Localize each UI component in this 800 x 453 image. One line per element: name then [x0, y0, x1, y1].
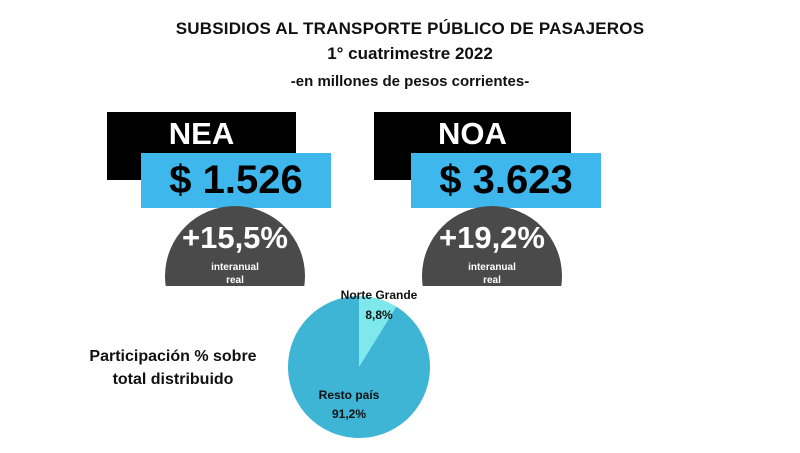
participation-label: Participación % sobre total distribuido	[89, 348, 257, 388]
pie-label-norte-grande: Norte Grande	[341, 288, 418, 302]
pie-label-resto-pais: Resto país	[319, 388, 380, 402]
amount-nea: $ 1.526	[141, 153, 331, 208]
chart-title: SUBSIDIOS AL TRANSPORTE PÚBLICO DE PASAJ…	[175, 19, 645, 38]
change-noa: +19,2%	[438, 220, 545, 255]
unit-note: -en millones de pesos corrientes-	[290, 73, 530, 90]
pie-slice-norte-grande	[359, 296, 397, 367]
change-nea: +15,5%	[181, 220, 288, 255]
change-circle-nea: +15,5% interanual real	[165, 206, 305, 286]
change-circle-noa: +19,2% interanual real	[422, 206, 562, 286]
pie-slice-resto-pais	[287, 296, 430, 438]
amount-noa: $ 3.623	[411, 153, 601, 208]
change-note-nea: interanual real	[211, 262, 259, 286]
chart-subtitle: 1° cuatrimestre 2022	[327, 44, 493, 63]
change-note-noa: interanual real	[468, 262, 516, 286]
pie-value-norte-grande: 8,8%	[365, 308, 393, 322]
pie-value-resto-pais: 91,2%	[332, 407, 366, 421]
